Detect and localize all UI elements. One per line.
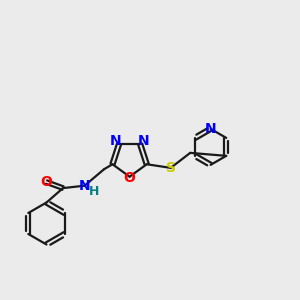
Text: O: O [40, 175, 52, 189]
Text: H: H [89, 184, 99, 198]
Text: S: S [166, 161, 176, 175]
Text: N: N [110, 134, 122, 148]
Text: N: N [137, 134, 149, 148]
Text: N: N [79, 179, 90, 193]
Text: N: N [205, 122, 216, 136]
Text: O: O [124, 171, 136, 185]
